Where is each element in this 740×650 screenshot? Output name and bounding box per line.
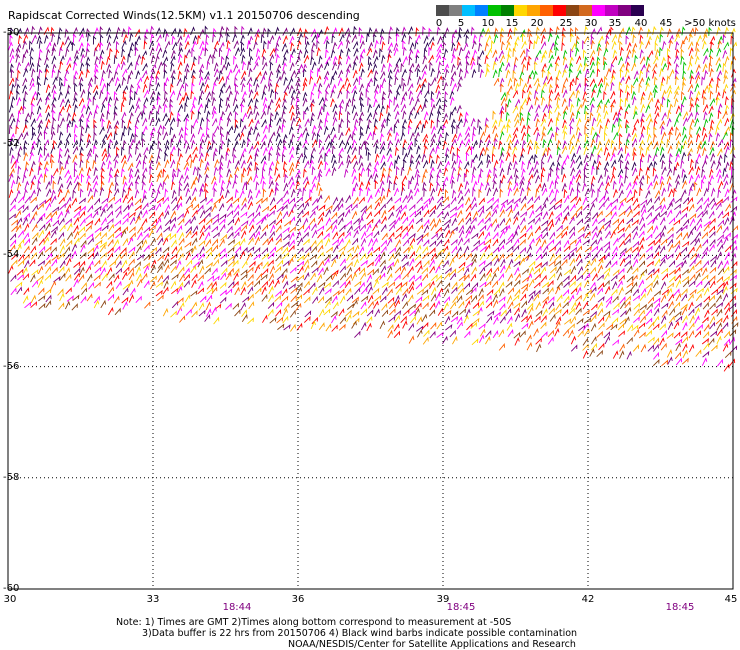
legend-swatch [462, 5, 475, 16]
legend-swatch [631, 5, 644, 16]
legend-labels: 0 5 10 15 20 25 30 35 40 45 >50 knots [0, 18, 740, 32]
legend-swatch [436, 5, 449, 16]
legend-swatch [527, 5, 540, 16]
legend-label: 45 [659, 18, 673, 29]
legend-label: 0 [435, 18, 443, 29]
map-grid [7, 32, 734, 590]
legend-swatch [475, 5, 488, 16]
wind-barb-group [15, 25, 738, 351]
latitude-label: -58 [3, 471, 20, 483]
wind-barb-group [8, 25, 728, 183]
legend-label: 25 [559, 18, 573, 29]
legend-swatch [566, 5, 579, 16]
legend-label: 15 [505, 18, 519, 29]
legend-swatch [514, 5, 527, 16]
map-frame [7, 32, 734, 590]
legend-label: 20 [530, 18, 544, 29]
longitude-label: 33 [146, 594, 160, 605]
legend-swatch [579, 5, 592, 16]
wind-barb-group [8, 25, 737, 269]
note-line-3: NOAA/NESDIS/Center for Satellite Applica… [288, 639, 576, 650]
time-label: 18:44 [222, 602, 252, 613]
longitude-label: 45 [724, 594, 738, 605]
latitude-label: -52 [3, 138, 20, 150]
time-label: 18:45 [446, 602, 476, 613]
legend-label: 35 [608, 18, 622, 29]
note-line-2: 3)Data buffer is 22 hrs from 20150706 4)… [142, 628, 578, 639]
legend-label: 5 [457, 18, 465, 29]
latitude-label: -54 [3, 249, 20, 261]
legend-swatch [488, 5, 501, 16]
latitude-label: -50 [3, 27, 20, 38]
wind-barb-group [30, 222, 739, 367]
legend-swatch [553, 5, 566, 16]
longitude-label: 42 [581, 594, 595, 605]
legend-swatch [605, 5, 618, 16]
legend-label: >50 knots [684, 18, 736, 29]
time-label: 18:45 [665, 602, 695, 613]
longitude-label: 36 [291, 594, 305, 605]
wind-speed-legend [436, 5, 644, 16]
latitude-label: -56 [3, 360, 20, 372]
legend-swatch [449, 5, 462, 16]
chart-title: Rapidscat Corrected Winds(12.5KM) v1.1 2… [8, 9, 360, 22]
wind-barb-group [9, 25, 738, 367]
legend-swatch [540, 5, 553, 16]
legend-swatch [618, 5, 631, 16]
legend-label: 40 [634, 18, 648, 29]
legend-swatch [592, 5, 605, 16]
wind-barb-group [8, 25, 738, 372]
legend-label: 30 [584, 18, 598, 29]
longitude-label: 39 [436, 594, 450, 605]
note-line-1: Note: 1) Times are GMT 2)Times along bot… [116, 617, 512, 628]
wind-barbs [8, 25, 739, 372]
longitude-label: 30 [3, 594, 17, 605]
wind-barb-group [8, 25, 739, 367]
legend-swatch [501, 5, 514, 16]
legend-label: 10 [481, 18, 495, 29]
latitude-label: -60 [3, 583, 20, 594]
